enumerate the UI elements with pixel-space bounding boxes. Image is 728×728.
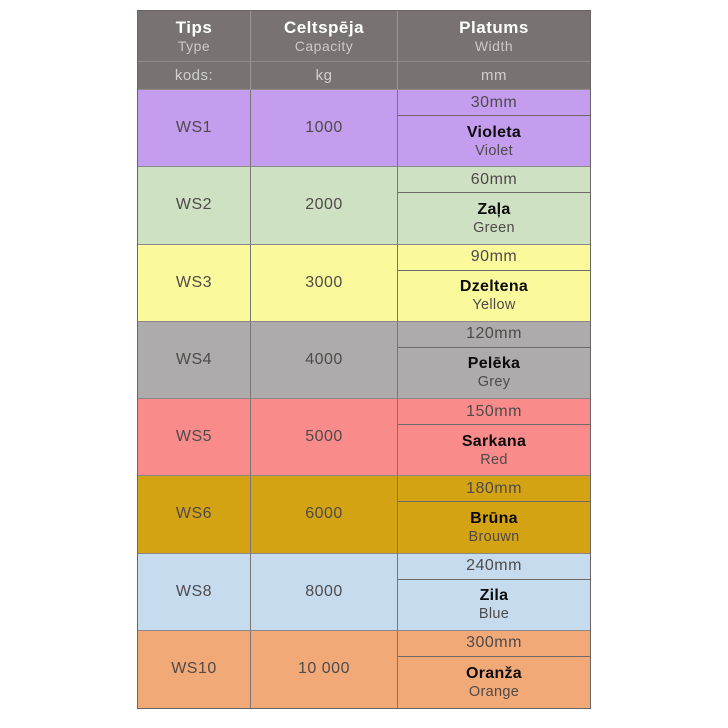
table-header-row-units: kods: kg mm: [138, 62, 590, 90]
colour-name-latvian: Sarkana: [461, 432, 527, 450]
width-value: 90mm: [398, 245, 590, 271]
cell-capacity: 4000: [251, 321, 398, 399]
header-unit-cell-kg: kg: [251, 62, 398, 90]
colour-name-latvian: Zila: [479, 587, 509, 605]
width-value: 60mm: [398, 167, 590, 194]
cell-capacity: 3000: [251, 244, 398, 322]
colour-name-english: Grey: [477, 374, 511, 391]
cell-capacity: 2000: [251, 167, 398, 245]
cell-type-code: WS5: [138, 399, 251, 477]
cell-type-code: WS4: [138, 321, 251, 399]
header-cell-type: Tips Type: [138, 11, 251, 62]
cell-capacity: 8000: [251, 553, 398, 631]
cell-width-and-colour: 120mm Pelēka Grey: [398, 322, 590, 399]
header-subtitle-type: Type: [177, 38, 211, 54]
cell-capacity: 5000: [251, 399, 398, 477]
colour-name-block: Violeta Violet: [398, 116, 590, 166]
table-row: WS5 5000 150mm Sarkana Red: [138, 399, 590, 477]
colour-name-english: Red: [480, 451, 508, 468]
header-cell-width: Platums Width: [398, 11, 590, 62]
table-row: WS3 3000 90mm Dzeltena Yellow: [138, 244, 590, 322]
header-unit-cell-mm: mm: [398, 62, 590, 90]
width-value: 300mm: [398, 631, 590, 657]
cell-type-code: WS6: [138, 476, 251, 554]
header-subtitle-width: Width: [474, 38, 514, 54]
table-header-row-titles: Tips Type Celtspēja Capacity Platums Wid…: [138, 11, 590, 62]
colour-name-english: Orange: [468, 683, 520, 700]
width-value: 120mm: [398, 322, 590, 348]
cell-type-code: WS3: [138, 244, 251, 322]
colour-name-block: Pelēka Grey: [398, 348, 590, 398]
cell-type-code: WS2: [138, 167, 251, 245]
table-row: WS1 1000 30mm Violeta Violet: [138, 90, 590, 168]
width-value: 240mm: [398, 554, 590, 580]
cell-width-and-colour: 150mm Sarkana Red: [398, 399, 590, 477]
header-unit-kg: kg: [315, 67, 333, 84]
colour-name-latvian: Dzeltena: [459, 278, 529, 296]
colour-name-english: Green: [473, 219, 515, 236]
colour-name-english: Brouwn: [468, 528, 520, 545]
colour-name-block: Zaļa Green: [398, 193, 590, 243]
table-row: WS6 6000 180mm Brūna Brouwn: [138, 476, 590, 554]
cell-type-code: WS8: [138, 553, 251, 631]
cell-width-and-colour: 90mm Dzeltena Yellow: [398, 245, 590, 322]
colour-name-latvian: Zaļa: [477, 200, 511, 218]
header-unit-kods: kods:: [174, 67, 214, 84]
cell-width-and-colour: 60mm Zaļa Green: [398, 167, 590, 245]
cell-capacity: 1000: [251, 90, 398, 168]
cell-capacity: 6000: [251, 476, 398, 554]
cell-type-code: WS10: [138, 630, 251, 708]
spec-table: Tips Type Celtspēja Capacity Platums Wid…: [137, 10, 591, 709]
header-unit-cell-kods: kods:: [138, 62, 251, 90]
colour-name-block: Dzeltena Yellow: [398, 271, 590, 321]
colour-name-block: Sarkana Red: [398, 425, 590, 475]
header-title-width: Platums: [459, 18, 529, 37]
header-subtitle-capacity: Capacity: [294, 38, 354, 54]
colour-name-latvian: Violeta: [466, 123, 522, 141]
table-body: WS1 1000 30mm Violeta Violet WS2 2000 60…: [138, 90, 590, 708]
width-value: 180mm: [398, 476, 590, 503]
colour-name-block: Oranža Orange: [398, 657, 590, 708]
header-title-capacity: Celtspēja: [283, 18, 365, 37]
colour-name-english: Blue: [478, 606, 510, 623]
cell-width-and-colour: 30mm Violeta Violet: [398, 90, 590, 168]
cell-capacity: 10 000: [251, 630, 398, 708]
table-row: WS8 8000 240mm Zila Blue: [138, 553, 590, 631]
cell-type-code: WS1: [138, 90, 251, 168]
cell-width-and-colour: 180mm Brūna Brouwn: [398, 476, 590, 554]
colour-name-block: Brūna Brouwn: [398, 502, 590, 552]
width-value: 150mm: [398, 399, 590, 425]
header-unit-mm: mm: [481, 67, 507, 84]
colour-name-latvian: Brūna: [470, 509, 518, 527]
cell-width-and-colour: 300mm Oranža Orange: [398, 631, 590, 708]
colour-name-english: Yellow: [472, 297, 516, 314]
width-value: 30mm: [398, 90, 590, 116]
table-row: WS2 2000 60mm Zaļa Green: [138, 167, 590, 245]
colour-name-latvian: Pelēka: [467, 355, 521, 373]
colour-name-block: Zila Blue: [398, 580, 590, 630]
header-title-type: Tips: [175, 18, 213, 37]
table-row: WS4 4000 120mm Pelēka Grey: [138, 321, 590, 399]
colour-name-english: Violet: [475, 142, 513, 159]
table-row: WS10 10 000 300mm Oranža Orange: [138, 630, 590, 708]
colour-name-latvian: Oranža: [465, 664, 523, 682]
cell-width-and-colour: 240mm Zila Blue: [398, 554, 590, 631]
header-cell-capacity: Celtspēja Capacity: [251, 11, 398, 62]
